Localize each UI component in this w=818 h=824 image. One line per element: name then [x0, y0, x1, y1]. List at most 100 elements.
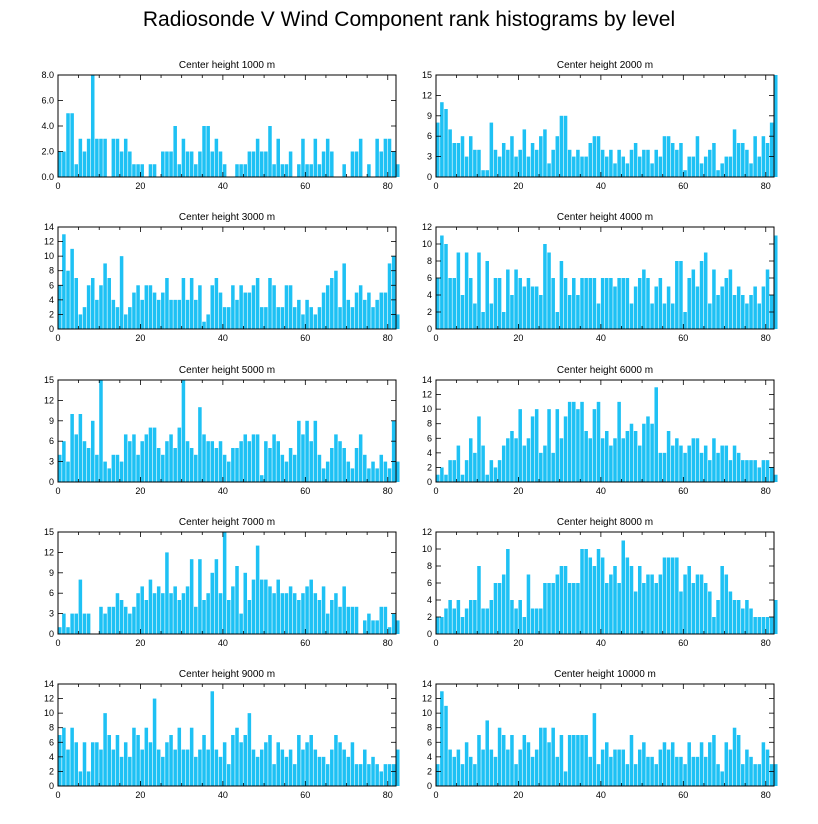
histogram-bar	[268, 735, 272, 786]
histogram-bar	[666, 136, 671, 177]
histogram-bar	[477, 735, 481, 786]
histogram-bar	[350, 151, 355, 177]
histogram-bar	[691, 156, 696, 177]
histogram-bar	[621, 749, 626, 786]
histogram-bar	[732, 445, 737, 482]
histogram-bar	[567, 735, 572, 786]
histogram-bar	[103, 461, 107, 482]
histogram-bar	[243, 572, 248, 634]
histogram-bar	[732, 727, 737, 786]
histogram-bar	[379, 151, 384, 177]
histogram-bar	[268, 448, 272, 482]
histogram-bar	[358, 434, 363, 482]
histogram-bar	[309, 441, 313, 482]
histogram-bar	[379, 771, 384, 786]
histogram-bar	[609, 149, 613, 177]
histogram-bar	[136, 454, 140, 482]
histogram-bar	[691, 269, 696, 329]
histogram-bar	[86, 285, 91, 329]
histogram-bar	[375, 764, 379, 786]
histogram-bar	[576, 409, 580, 482]
histogram-bar	[358, 138, 363, 177]
histogram-bar	[239, 285, 243, 329]
histogram-bar	[367, 164, 371, 177]
histogram-bar	[169, 735, 173, 786]
histogram-bar	[284, 164, 289, 177]
histogram-bar	[325, 613, 330, 634]
histogram-bar	[473, 149, 477, 177]
histogram-bar	[625, 764, 630, 786]
histogram-bar	[169, 299, 173, 329]
histogram-bar	[62, 234, 66, 329]
histogram-bar	[481, 312, 485, 329]
histogram-bar	[642, 583, 646, 634]
histogram-bar	[169, 593, 173, 634]
histogram-bar	[662, 303, 667, 329]
histogram-bar	[769, 617, 774, 634]
histogram-bar	[251, 579, 256, 634]
histogram-bar	[576, 583, 580, 634]
histogram-bar	[621, 156, 626, 177]
panel-title: Center height 1000 m	[179, 60, 275, 71]
histogram-bar	[518, 278, 522, 329]
histogram-bar	[584, 549, 588, 634]
histogram-bar	[580, 549, 584, 634]
histogram-bar	[354, 764, 359, 786]
histogram-bar	[753, 460, 757, 482]
histogram-bar	[670, 143, 675, 177]
histogram-bar	[115, 307, 120, 329]
histogram-bar	[600, 149, 605, 177]
y-tick-label: 6	[49, 436, 54, 446]
histogram-bar	[695, 574, 700, 634]
histogram-bar	[452, 143, 457, 177]
histogram-bar	[518, 409, 522, 482]
histogram-bar	[334, 270, 338, 329]
histogram-bar	[161, 593, 165, 634]
histogram-bar	[679, 445, 683, 482]
histogram-bar	[227, 600, 231, 634]
histogram-bar	[305, 299, 309, 329]
histogram-bar	[255, 434, 260, 482]
histogram-bar	[276, 579, 280, 634]
histogram-bar	[510, 295, 514, 329]
histogram-bar	[481, 608, 485, 634]
y-tick-label: 10	[44, 708, 54, 718]
histogram-bar	[464, 608, 469, 634]
x-tick-label: 60	[300, 181, 310, 191]
histogram-bar	[506, 549, 510, 634]
histogram-bar	[346, 756, 351, 786]
histogram-bar	[251, 151, 256, 177]
histogram-bar	[222, 532, 227, 634]
histogram-bar	[317, 600, 322, 634]
histogram-bar	[741, 608, 745, 634]
histogram-bar	[58, 285, 62, 329]
histogram-bar	[288, 749, 293, 786]
histogram-bar	[477, 252, 481, 329]
histogram-bar	[452, 460, 457, 482]
histogram-bar	[514, 269, 518, 329]
x-tick-label: 0	[55, 790, 60, 800]
histogram-bar	[58, 735, 62, 786]
histogram-bar	[136, 593, 140, 634]
histogram-bar	[280, 164, 285, 177]
histogram-bar	[173, 749, 177, 786]
histogram-bar	[202, 321, 206, 329]
x-tick-label: 40	[596, 638, 606, 648]
histogram-bar	[613, 749, 617, 786]
histogram-bar	[78, 138, 83, 177]
histogram-bar	[313, 593, 318, 634]
histogram-bar	[375, 468, 379, 482]
x-tick-label: 60	[300, 486, 310, 496]
histogram-bar	[354, 292, 359, 329]
y-tick-label: 4	[427, 752, 432, 762]
histogram-bar	[268, 586, 272, 634]
histogram-bar	[551, 727, 555, 786]
histogram-bar	[757, 303, 762, 329]
x-tick-label: 40	[218, 638, 228, 648]
histogram-bar	[251, 434, 256, 482]
histogram-bar	[111, 299, 116, 329]
histogram-bar	[391, 151, 396, 177]
histogram-bar	[646, 149, 650, 177]
histogram-bar	[181, 138, 186, 177]
histogram-bar	[185, 586, 190, 634]
